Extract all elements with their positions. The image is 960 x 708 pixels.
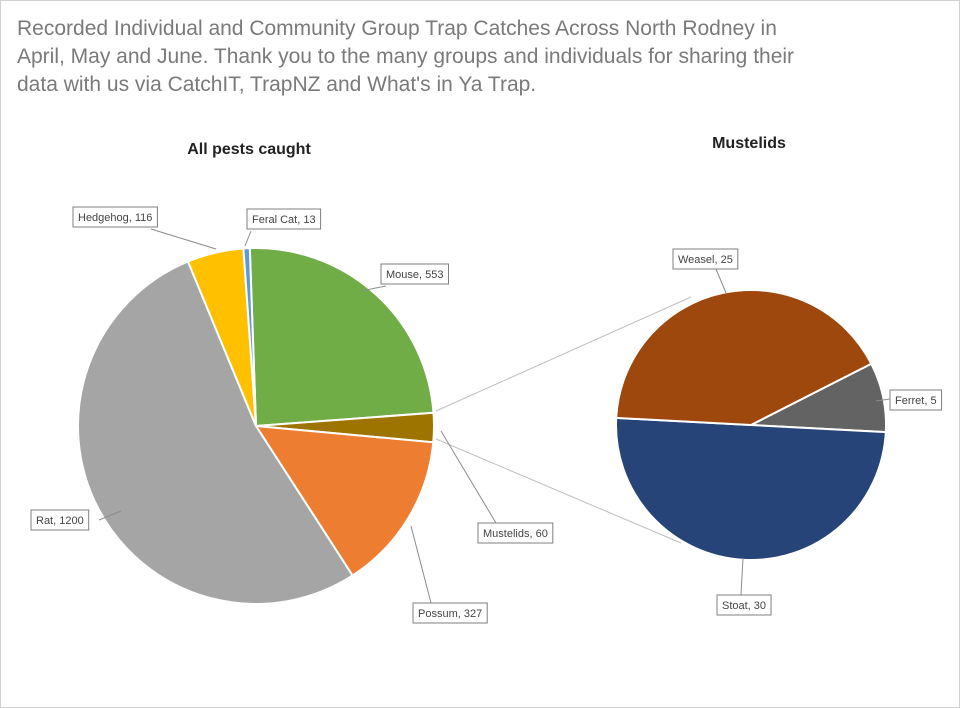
pie-slice-mouse [248, 247, 435, 428]
data-label-ferret: Ferret, 5 [895, 395, 937, 407]
data-label-weasel: Weasel, 25 [678, 254, 733, 266]
leader-line-weasel [715, 268, 727, 294]
leader-line-ferret [875, 398, 891, 402]
pie-connector-lines [435, 296, 692, 544]
leader-line-feral-cat [244, 230, 252, 247]
pie-slice-possum [254, 424, 435, 577]
data-label-box-mouse [380, 263, 449, 285]
data-label-box-hedgehog [72, 206, 158, 228]
data-label-feral-cat: Feral Cat, 13 [252, 214, 316, 226]
chart-title-all-pests: All pests caught [187, 141, 311, 158]
connector-line-top [435, 296, 692, 412]
data-label-box-ferret [889, 389, 943, 411]
data-label-box-weasel [672, 248, 739, 270]
connector-line-bottom [435, 438, 682, 544]
data-label-stoat: Stoat, 30 [722, 600, 766, 612]
data-label-mouse: Mouse, 553 [386, 269, 443, 281]
data-label-possum: Possum, 327 [418, 608, 482, 620]
data-label-box-feral-cat [246, 208, 322, 230]
leader-line-hedgehog [150, 228, 217, 250]
pie-slice-weasel [615, 289, 873, 427]
leader-line-possum [410, 525, 432, 604]
data-label-box-possum [412, 602, 488, 624]
slide-title: Recorded Individual and Community Group … [17, 17, 795, 96]
data-label-mustelids: Mustelids, 60 [483, 528, 548, 540]
leader-line-mustelids [440, 430, 497, 524]
leader-line-mouse [360, 285, 387, 292]
leader-line-rat [98, 510, 122, 521]
pie-slice-feral-cat [242, 247, 257, 427]
chart-title-mustelids: Mustelids [712, 135, 786, 152]
data-label-hedgehog: Hedgehog, 116 [78, 212, 152, 224]
pie-slice-rat [77, 260, 354, 605]
data-label-box-mustelids [477, 522, 554, 544]
data-label-box-rat [30, 509, 90, 531]
data-label-rat: Rat, 1200 [36, 515, 84, 527]
pie-slice-stoat [615, 416, 887, 561]
data-label-box-stoat [716, 594, 772, 616]
leader-line-stoat [740, 557, 744, 596]
